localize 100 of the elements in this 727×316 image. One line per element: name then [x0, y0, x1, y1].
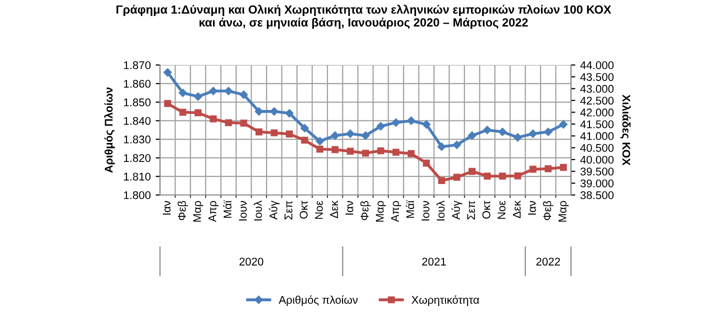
x-tick-label: Νοε: [498, 200, 506, 219]
point: [559, 120, 568, 129]
point: [514, 133, 522, 142]
y2-tick-label: 40.000: [580, 156, 614, 164]
x-tick-label: Δεκ: [330, 200, 338, 218]
x-tick-label: Μαρ: [376, 201, 386, 222]
point: [376, 122, 385, 130]
text: 2021: [422, 258, 446, 266]
x-tick-label: Φεβ: [360, 200, 371, 220]
x-tick-label: Οκτ: [482, 200, 490, 219]
point: [346, 130, 354, 138]
y-tick-label: 1.840: [124, 116, 151, 125]
point: [452, 140, 461, 149]
point: [392, 118, 400, 127]
point: [453, 174, 460, 181]
x-tick-label: Σεπ: [284, 201, 292, 220]
y2-tick-label: 42.500: [580, 96, 614, 105]
y2-tick-label: 39.500: [580, 168, 614, 176]
point: [270, 107, 278, 116]
point: [468, 168, 476, 175]
point: [544, 128, 552, 136]
point: [225, 119, 232, 126]
y-tick-label: 1.820: [124, 154, 151, 162]
x-tick-label: Ιουλ: [254, 200, 262, 220]
point: [468, 131, 476, 140]
chart-title: Γράφημα 1:Δύναμη και Ολική Χωρητικότητα των ελληνικών εμπορικών πλοίων 100 ΚΟΧ και άνω, σε μηνιαία βάση, Ιανουάριος 2020 – Μάρτιος 2022: [116, 4, 612, 29]
y-tick-label: 1.860: [124, 80, 151, 88]
legend-label: Αριθμός πλοίων: [278, 295, 358, 306]
point: [316, 146, 324, 153]
x-tick-label: Ιαν: [346, 200, 354, 215]
legend-label: Χωρητικότητα: [412, 295, 480, 306]
point: [301, 136, 308, 144]
x-tick-label: Φεβ: [542, 200, 554, 220]
point: [392, 148, 400, 156]
point: [560, 164, 567, 171]
y-tick-label: 1.800: [124, 191, 151, 200]
x-tick-label: Απρ: [391, 201, 402, 222]
point: [194, 109, 202, 116]
x-tick-label: Οκτ: [300, 200, 308, 219]
point: [407, 116, 416, 125]
x-tick-label: Ιαν: [528, 200, 536, 215]
text: 2020: [240, 258, 264, 266]
point: [316, 137, 324, 146]
point: [240, 120, 248, 127]
point: [286, 130, 293, 138]
x-tick-label: Ιαν: [162, 200, 171, 215]
point: [240, 90, 248, 99]
y2-tick-label: 43.000: [580, 84, 614, 93]
point: [528, 130, 538, 138]
x-tick-label: Ιουλ: [436, 200, 445, 220]
x-tick-label: Μάϊ: [406, 200, 414, 218]
y2-tick-label: 38.500: [580, 191, 614, 200]
point: [361, 131, 370, 140]
x-tick-label: Ιουν: [422, 200, 430, 220]
y2-tick-label: 39.000: [580, 179, 614, 188]
x-tick-label: Φεβ: [178, 200, 188, 220]
y2-tick-label: 44.000: [580, 61, 614, 70]
point: [362, 150, 369, 157]
point: [484, 172, 491, 180]
x-tick-label: Μάϊ: [223, 200, 232, 218]
point: [377, 147, 384, 154]
point: [483, 126, 492, 134]
x-tick-label: Μαρ: [558, 201, 569, 222]
point: [163, 68, 172, 77]
y2-tick-label: 41.500: [580, 120, 614, 128]
y2-axis-title: Χιλιάδες ΚΟΧ: [620, 94, 631, 166]
point: [285, 109, 294, 118]
point: [332, 146, 339, 154]
y-tick-label: 1.810: [124, 172, 151, 181]
point: [300, 124, 309, 132]
point: [178, 88, 187, 97]
point: [255, 128, 262, 136]
y-tick-label: 1.850: [124, 98, 151, 106]
point: [209, 86, 218, 96]
point: [514, 172, 522, 180]
x-tick-label: Νοε: [315, 200, 323, 219]
y2-tick-label: 41.000: [580, 132, 614, 140]
point: [408, 150, 415, 158]
point: [270, 129, 278, 136]
x-tick-label: Αύγ: [268, 200, 280, 220]
y-tick-label: 1.830: [124, 136, 151, 144]
y2-tick-label: 43.500: [580, 73, 614, 81]
x-tick-label: Δεκ: [512, 200, 521, 218]
y2-tick-label: 40.500: [580, 144, 614, 152]
point: [179, 108, 186, 116]
point: [422, 160, 430, 167]
x-tick-label: Σεπ: [467, 201, 476, 220]
x-tick-label: Ιουν: [238, 200, 247, 220]
point: [254, 107, 264, 116]
point: [437, 142, 446, 151]
point: [346, 148, 354, 155]
point: [164, 100, 172, 107]
x-tick-label: Μαρ: [193, 201, 204, 222]
x-tick-label: Αύγ: [451, 200, 462, 220]
y-axis-title: Αριθμός Πλοίων: [104, 88, 115, 173]
text: 2022: [536, 258, 560, 266]
point: [210, 115, 217, 122]
point: [224, 86, 233, 96]
point: [498, 128, 507, 136]
x-tick-label: Απρ: [208, 201, 218, 222]
